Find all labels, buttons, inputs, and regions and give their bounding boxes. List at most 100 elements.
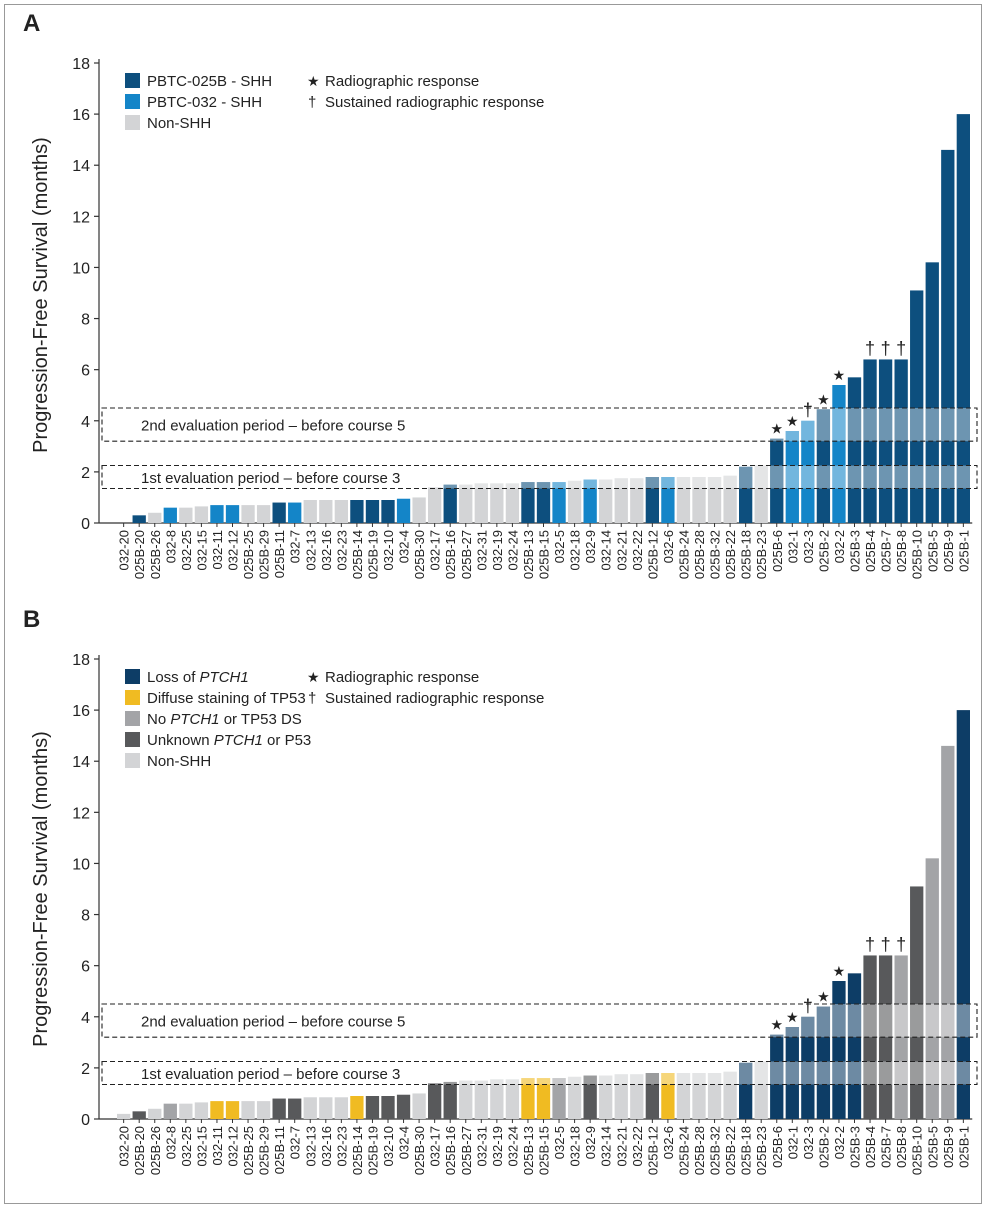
bar-032-17 bbox=[428, 487, 442, 523]
x-tick-label: 025B-7 bbox=[879, 530, 894, 572]
bar-025B-22 bbox=[723, 475, 737, 523]
band-overlay bbox=[599, 1075, 613, 1085]
bar-025B-9 bbox=[941, 149, 955, 523]
band-overlay bbox=[692, 1073, 706, 1085]
x-tick-label: 025B-22 bbox=[723, 1126, 738, 1175]
band-overlay bbox=[630, 1074, 644, 1085]
bar-025B-19 bbox=[365, 500, 380, 523]
band-overlay bbox=[459, 484, 473, 489]
response-marker-025B-2: ★ bbox=[817, 989, 830, 1005]
bar-025B-14 bbox=[350, 500, 364, 523]
bar-032-22 bbox=[630, 478, 644, 523]
band-overlay bbox=[692, 477, 706, 489]
bar-025B-10 bbox=[910, 290, 924, 523]
x-tick-label: 032-2 bbox=[832, 530, 847, 563]
x-tick-label: 032-16 bbox=[319, 1126, 334, 1166]
bar-025B-23 bbox=[754, 1061, 768, 1119]
band-overlay bbox=[630, 478, 644, 489]
band-overlay bbox=[661, 477, 675, 489]
band-overlay bbox=[770, 438, 784, 442]
bar-032-2 bbox=[832, 981, 846, 1119]
response-marker-025B-7: † bbox=[881, 338, 891, 358]
x-tick-label: 032-5 bbox=[552, 1126, 567, 1159]
band-overlay bbox=[785, 431, 799, 442]
x-tick-label: 025B-15 bbox=[537, 1126, 552, 1175]
bar-032-25 bbox=[179, 507, 193, 523]
x-tick-label: 025B-27 bbox=[459, 530, 474, 579]
evaluation-period-label: 2nd evaluation period – before course 5 bbox=[141, 1014, 405, 1031]
x-tick-label: 025B-11 bbox=[272, 1126, 287, 1174]
x-tick-label: 025B-2 bbox=[816, 530, 831, 572]
x-tick-label: 025B-26 bbox=[148, 1126, 163, 1175]
bar-025B-27 bbox=[459, 484, 473, 523]
x-tick-label: 025B-32 bbox=[708, 530, 723, 579]
y-tick-label: 18 bbox=[72, 56, 90, 73]
x-tick-label: 032-15 bbox=[194, 1126, 209, 1166]
x-tick-label: 032-8 bbox=[163, 1126, 178, 1159]
legend-label: PBTC-025B - SHH bbox=[147, 73, 272, 90]
band-overlay bbox=[599, 479, 613, 489]
bar-032-22 bbox=[630, 1074, 644, 1119]
band-overlay bbox=[925, 408, 939, 442]
bar-032-16 bbox=[319, 1097, 333, 1119]
legend-swatch bbox=[125, 115, 140, 130]
x-tick-label: 032-12 bbox=[226, 1126, 241, 1166]
bar-025B-23 bbox=[754, 465, 768, 523]
band-overlay bbox=[443, 1081, 457, 1085]
band-overlay bbox=[490, 483, 504, 489]
x-tick-label: 032-6 bbox=[661, 530, 676, 563]
x-tick-label: 032-19 bbox=[490, 530, 505, 570]
bar-025B-30 bbox=[412, 1093, 426, 1119]
x-tick-label: 032-10 bbox=[381, 1126, 396, 1166]
x-tick-label: 032-31 bbox=[474, 530, 489, 570]
evaluation-period-label: 1st evaluation period – before course 3 bbox=[141, 1066, 400, 1083]
bar-025B-2 bbox=[816, 1006, 831, 1119]
bar-032-16 bbox=[319, 500, 333, 523]
band-overlay bbox=[847, 465, 862, 489]
x-tick-label: 025B-26 bbox=[148, 530, 163, 579]
x-tick-label: 025B-7 bbox=[879, 1126, 894, 1168]
band-overlay bbox=[863, 408, 877, 442]
band-overlay bbox=[832, 465, 846, 489]
band-overlay bbox=[754, 1061, 768, 1085]
x-tick-label: 025B-6 bbox=[770, 530, 785, 572]
bar-032-13 bbox=[303, 1097, 317, 1119]
y-tick-label: 2 bbox=[81, 465, 90, 482]
band-overlay bbox=[645, 477, 659, 489]
y-tick-label: 4 bbox=[81, 1010, 90, 1027]
bar-032-15 bbox=[194, 506, 209, 523]
x-tick-label: 025B-6 bbox=[770, 1126, 785, 1168]
y-tick-label: 4 bbox=[81, 414, 90, 431]
bar-032-14 bbox=[599, 479, 613, 523]
band-overlay bbox=[941, 1061, 955, 1085]
x-tick-label: 032-25 bbox=[179, 1126, 194, 1166]
x-tick-label: 032-21 bbox=[614, 1126, 629, 1166]
x-tick-label: 032-22 bbox=[630, 530, 645, 570]
x-tick-label: 032-8 bbox=[163, 530, 178, 563]
response-marker-025B-4: † bbox=[865, 934, 875, 954]
x-tick-label: 032-17 bbox=[428, 530, 443, 570]
band-overlay bbox=[925, 1061, 939, 1085]
band-overlay bbox=[956, 1061, 970, 1085]
x-tick-label: 032-14 bbox=[599, 530, 614, 570]
band-overlay bbox=[723, 1071, 737, 1085]
x-tick-label: 025B-13 bbox=[521, 530, 536, 579]
band-overlay bbox=[878, 408, 893, 442]
evaluation-period-box bbox=[101, 1060, 978, 1086]
band-overlay bbox=[894, 408, 908, 442]
legend-label: Diffuse staining of TP53 bbox=[147, 690, 306, 707]
band-overlay bbox=[521, 1078, 535, 1085]
x-tick-label: 032-17 bbox=[428, 1126, 443, 1166]
band-overlay bbox=[910, 465, 924, 489]
x-tick-label: 032-24 bbox=[505, 530, 520, 570]
band-overlay bbox=[770, 1034, 784, 1038]
response-marker-025B-6: ★ bbox=[770, 421, 783, 437]
bar-025B-26 bbox=[148, 512, 162, 523]
bar-032-13 bbox=[303, 500, 317, 523]
bar-025B-15 bbox=[536, 482, 551, 523]
band-overlay bbox=[552, 482, 566, 489]
band-overlay bbox=[910, 1004, 924, 1038]
bar-025B-9 bbox=[941, 745, 955, 1119]
band-overlay bbox=[816, 1006, 831, 1038]
x-tick-label: 025B-30 bbox=[412, 530, 427, 579]
